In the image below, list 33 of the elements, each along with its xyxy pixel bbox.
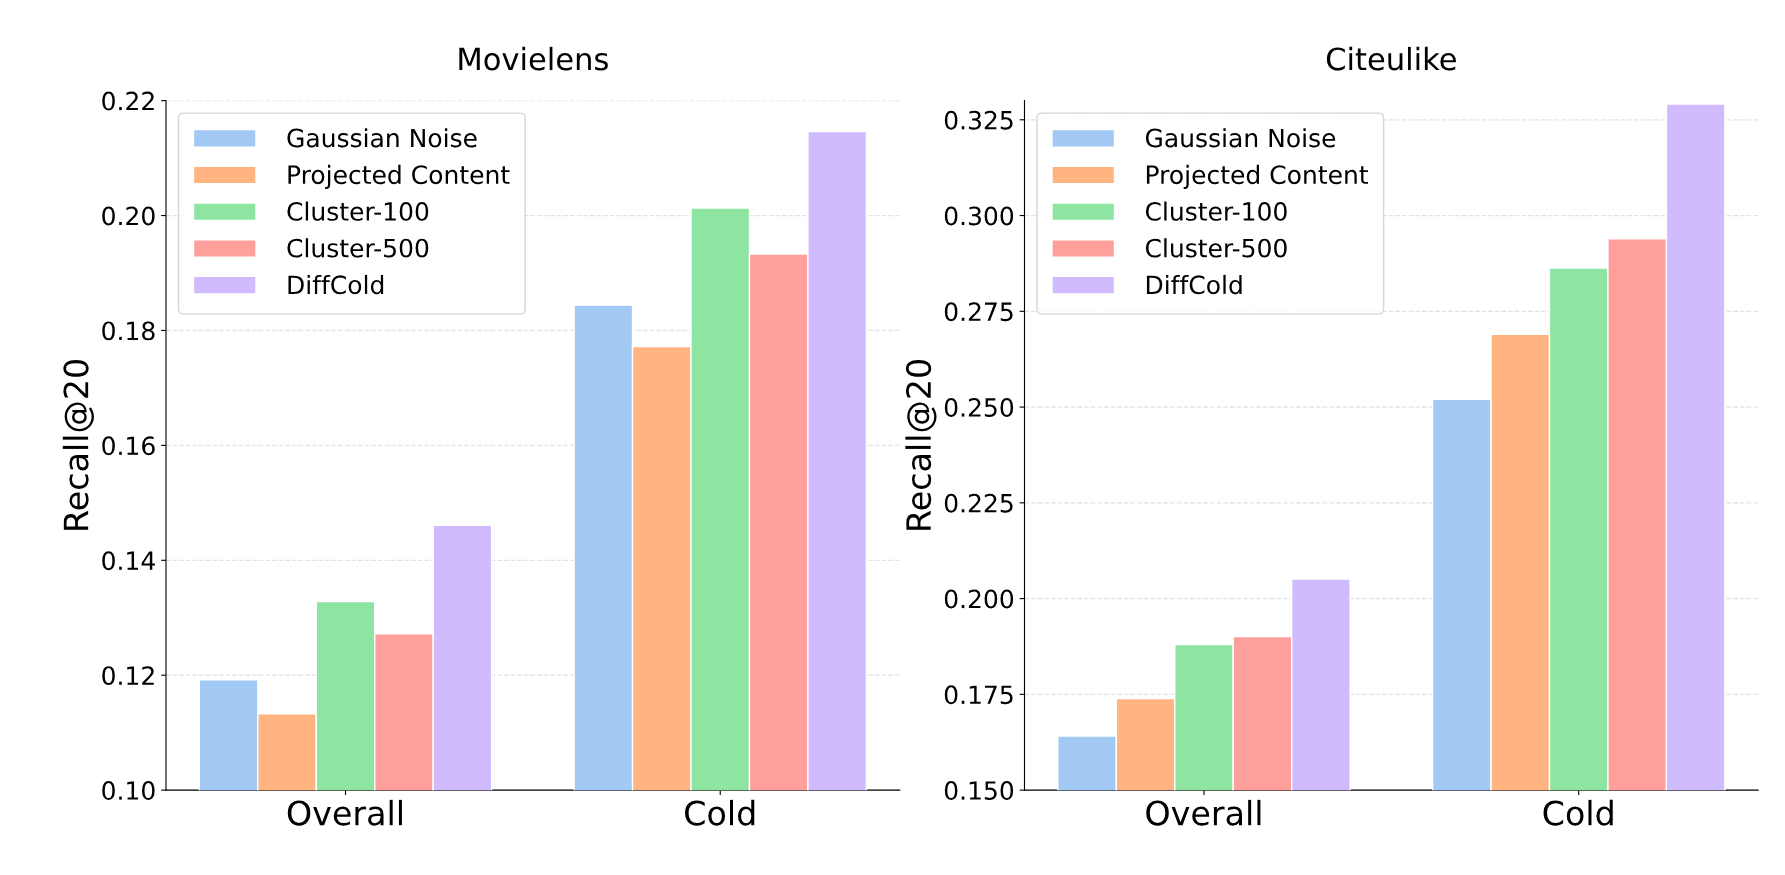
y-tick-label: 0.175 — [944, 685, 1013, 705]
x-tick-label: Overall — [1146, 799, 1261, 826]
x-tick-label: Cold — [1543, 799, 1613, 826]
y-tick-label: 0.200 — [944, 589, 1014, 609]
y-tick-label: 0.275 — [944, 302, 1013, 322]
legend-label: Cluster-500 — [1145, 238, 1287, 258]
y-tick-label: 0.18 — [102, 321, 155, 341]
legend-label: Projected Content — [288, 164, 510, 190]
y-tick-label: 0.300 — [944, 206, 1014, 226]
x-tick-label: Cold — [685, 799, 755, 826]
legend-label: Gaussian Noise — [287, 128, 477, 148]
y-tick-label: 0.150 — [944, 781, 1014, 800]
chart-title: Citeulike — [1326, 46, 1456, 71]
legend-label: Cluster-500 — [287, 238, 429, 258]
legend-label: DiffCold — [288, 274, 384, 295]
y-tick-label: 0.12 — [102, 666, 154, 686]
y-tick-label: 0.16 — [102, 436, 155, 456]
legend-label: Cluster-100 — [1145, 201, 1287, 221]
y-tick-label: 0.20 — [102, 206, 155, 226]
chart-title: Movielens — [459, 46, 608, 71]
legend-label: Projected Content — [1146, 164, 1369, 190]
y-tick-label: 0.250 — [944, 398, 1014, 417]
legend-label: Gaussian Noise — [1145, 128, 1336, 148]
y-axis-title: Recall@20 — [905, 359, 937, 530]
y-tick-label: 0.22 — [102, 91, 154, 111]
legend-label: DiffCold — [1146, 274, 1242, 295]
y-tick-label: 0.14 — [102, 551, 155, 571]
x-tick-label: Overall — [287, 799, 402, 826]
y-tick-label: 0.325 — [944, 110, 1013, 130]
y-axis-title: Recall@20 — [62, 359, 94, 530]
y-tick-label: 0.10 — [102, 781, 155, 800]
legend-label: Cluster-100 — [287, 201, 429, 221]
y-tick-label: 0.225 — [944, 493, 1013, 513]
